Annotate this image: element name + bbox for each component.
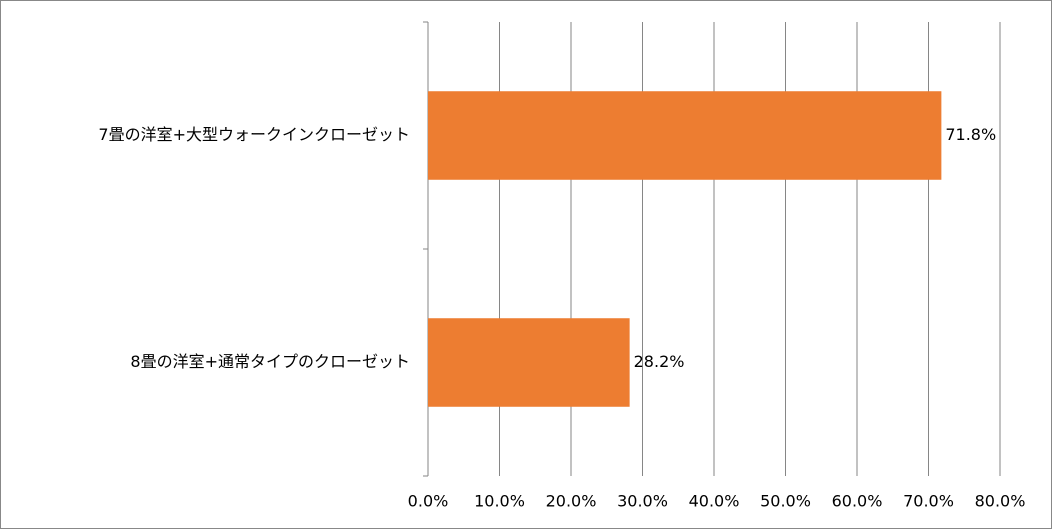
data-label: 71.8%: [945, 125, 996, 144]
data-label: 28.2%: [634, 352, 685, 371]
bar: [428, 91, 942, 180]
y-tick-label: 7畳の洋室+大型ウォークインクローゼット: [98, 125, 410, 144]
y-tick-label: 8畳の洋室+通常タイプのクローゼット: [130, 352, 410, 371]
x-tick-label: 70.0%: [903, 492, 954, 511]
x-tick-label: 80.0%: [975, 492, 1026, 511]
x-tick-label: 20.0%: [546, 492, 597, 511]
x-tick-label: 30.0%: [617, 492, 668, 511]
x-tick-label: 10.0%: [474, 492, 525, 511]
bar: [428, 318, 630, 407]
x-tick-label: 50.0%: [760, 492, 811, 511]
x-tick-label: 60.0%: [832, 492, 883, 511]
x-tick-label: 40.0%: [689, 492, 740, 511]
x-tick-label: 0.0%: [408, 492, 449, 511]
